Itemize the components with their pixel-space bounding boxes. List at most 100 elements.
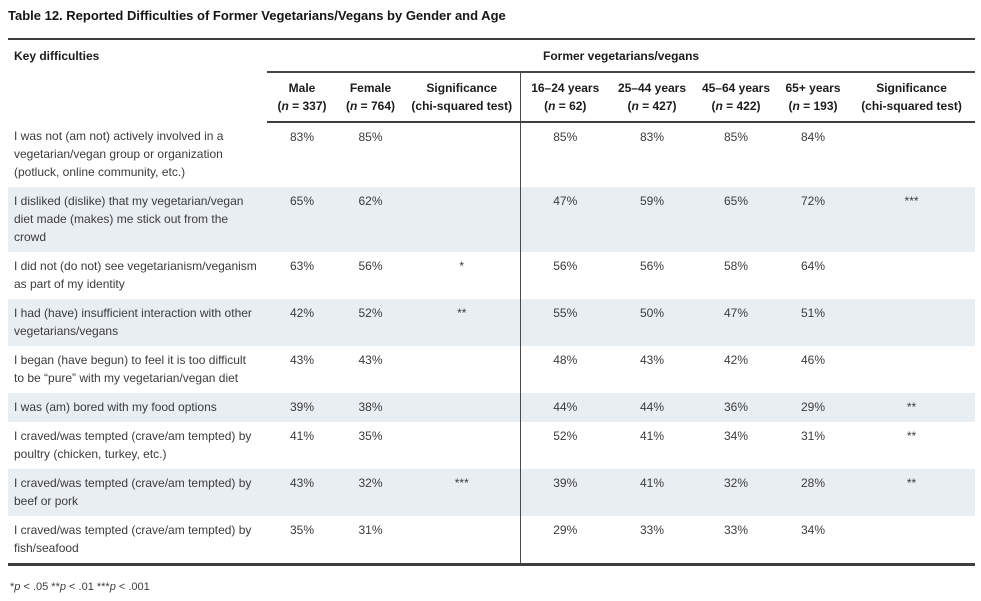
difficulty-label: I disliked (dislike) that my vegetarian/… bbox=[14, 194, 244, 244]
value-age-25-44: 41% bbox=[639, 429, 665, 443]
column-header-age-25-44: 25–44 years (n = 427) bbox=[610, 72, 694, 123]
value-age-65plus: 31% bbox=[800, 429, 826, 443]
table-row: I began (have begun) to feel it is too d… bbox=[8, 346, 975, 393]
value-age-45-64: 42% bbox=[723, 353, 749, 367]
significance-footnote: *p < .05 **p < .01 ***p < .001 bbox=[10, 581, 150, 593]
value-significance-gender bbox=[404, 393, 520, 422]
value-age-65plus: 29% bbox=[800, 400, 826, 414]
value-age-16-24: 44% bbox=[519, 393, 610, 422]
value-age-45-64: 36% bbox=[723, 400, 749, 414]
value-female: 38% bbox=[358, 400, 383, 414]
value-age-25-44: 44% bbox=[639, 400, 665, 414]
difficulty-label: I was not (am not) actively involved in … bbox=[14, 129, 224, 179]
value-age-45-64: 34% bbox=[723, 429, 749, 443]
value-age-25-44: 41% bbox=[639, 476, 665, 490]
value-significance-age bbox=[848, 299, 975, 346]
value-female: 56% bbox=[358, 259, 383, 273]
table-body: I was not (am not) actively involved in … bbox=[8, 122, 976, 565]
value-age-45-64: 32% bbox=[723, 476, 749, 490]
value-male: 65% bbox=[289, 194, 315, 208]
table-row: I disliked (dislike) that my vegetarian/… bbox=[8, 187, 976, 252]
table-title: Table 12. Reported Difficulties of Forme… bbox=[8, 8, 506, 23]
value-significance-gender: *** bbox=[454, 476, 469, 490]
value-age-65plus: 34% bbox=[800, 523, 826, 537]
value-male: 42% bbox=[289, 306, 315, 320]
value-male: 43% bbox=[289, 353, 315, 367]
value-significance-age bbox=[848, 516, 975, 565]
value-male: 83% bbox=[289, 130, 315, 144]
difficulty-label: I began (have begun) to feel it is too d… bbox=[14, 353, 246, 385]
value-age-45-64: 85% bbox=[723, 130, 749, 144]
column-header-male: Male (n = 337) bbox=[267, 72, 337, 123]
value-significance-age: ** bbox=[906, 400, 917, 414]
value-significance-gender bbox=[404, 187, 520, 252]
table-row: I craved/was tempted (crave/am tempted) … bbox=[8, 422, 975, 469]
value-age-45-64: 47% bbox=[723, 306, 749, 320]
key-difficulties-header: Key difficulties bbox=[14, 49, 100, 63]
value-female: 62% bbox=[358, 194, 383, 208]
table-row: I had (have) insufficient interaction wi… bbox=[8, 299, 976, 346]
value-age-45-64: 33% bbox=[723, 523, 749, 537]
table-row: I craved/was tempted (crave/am tempted) … bbox=[8, 469, 976, 516]
value-age-25-44: 43% bbox=[639, 353, 665, 367]
value-age-16-24: 85% bbox=[519, 122, 610, 187]
value-female: 43% bbox=[358, 353, 383, 367]
value-male: 39% bbox=[289, 400, 315, 414]
value-male: 35% bbox=[289, 523, 315, 537]
difficulty-label: I craved/was tempted (crave/am tempted) … bbox=[14, 476, 252, 508]
value-age-65plus: 84% bbox=[800, 130, 826, 144]
value-female: 31% bbox=[358, 523, 383, 537]
value-significance-gender bbox=[404, 346, 520, 393]
value-female: 52% bbox=[358, 306, 383, 320]
value-age-25-44: 56% bbox=[639, 259, 665, 273]
value-age-25-44: 59% bbox=[639, 194, 665, 208]
value-age-25-44: 50% bbox=[639, 306, 665, 320]
value-significance-gender: ** bbox=[457, 306, 467, 320]
column-header-age-16-24: 16–24 years (n = 62) bbox=[519, 72, 610, 123]
value-age-45-64: 58% bbox=[723, 259, 749, 273]
value-age-65plus: 28% bbox=[800, 476, 826, 490]
column-header-significance-age: Significance (chi-squared test) bbox=[848, 72, 976, 123]
value-female: 32% bbox=[358, 476, 383, 490]
value-significance-age bbox=[848, 252, 975, 299]
table-row: I was (am) bored with my food options 39… bbox=[8, 393, 976, 422]
difficulty-label: I had (have) insufficient interaction wi… bbox=[14, 306, 252, 338]
value-age-16-24: 52% bbox=[519, 422, 610, 469]
value-male: 43% bbox=[289, 476, 315, 490]
value-significance-gender bbox=[404, 122, 520, 187]
value-significance-gender bbox=[404, 422, 520, 469]
value-age-65plus: 64% bbox=[800, 259, 826, 273]
value-age-16-24: 48% bbox=[519, 346, 610, 393]
value-age-16-24: 39% bbox=[519, 469, 610, 516]
value-significance-age: *** bbox=[904, 194, 919, 208]
difficulty-label: I craved/was tempted (crave/am tempted) … bbox=[14, 523, 252, 555]
value-age-25-44: 33% bbox=[639, 523, 665, 537]
value-female: 85% bbox=[358, 130, 383, 144]
value-age-65plus: 72% bbox=[800, 194, 826, 208]
table-row: I did not (do not) see vegetarianism/veg… bbox=[8, 252, 975, 299]
column-header-significance-gender: Significance (chi-squared test) bbox=[404, 72, 520, 123]
table-row: I craved/was tempted (crave/am tempted) … bbox=[8, 516, 975, 565]
table-row: I was not (am not) actively involved in … bbox=[8, 122, 975, 187]
value-age-16-24: 29% bbox=[519, 516, 610, 565]
column-header-age-65plus: 65+ years (n = 193) bbox=[778, 72, 848, 123]
value-significance-age bbox=[848, 346, 975, 393]
value-age-65plus: 46% bbox=[800, 353, 826, 367]
value-significance-gender: * bbox=[459, 259, 465, 273]
value-male: 41% bbox=[289, 429, 315, 443]
value-age-65plus: 51% bbox=[800, 306, 826, 320]
column-header-female: Female (n = 764) bbox=[337, 72, 404, 123]
value-age-25-44: 83% bbox=[639, 130, 665, 144]
table-header: Key difficulties Former vegetarians/vega… bbox=[8, 39, 976, 123]
group-header-former-vegetarians: Former vegetarians/vegans bbox=[267, 39, 976, 73]
value-significance-gender bbox=[404, 516, 520, 565]
difficulty-label: I craved/was tempted (crave/am tempted) … bbox=[14, 429, 252, 461]
value-significance-age: ** bbox=[906, 429, 917, 443]
column-header-age-45-64: 45–64 years (n = 422) bbox=[694, 72, 778, 123]
value-age-45-64: 65% bbox=[723, 194, 749, 208]
difficulties-table: Key difficulties Former vegetarians/vega… bbox=[8, 38, 976, 566]
value-male: 63% bbox=[289, 259, 315, 273]
value-significance-age: ** bbox=[906, 476, 917, 490]
value-female: 35% bbox=[358, 429, 383, 443]
